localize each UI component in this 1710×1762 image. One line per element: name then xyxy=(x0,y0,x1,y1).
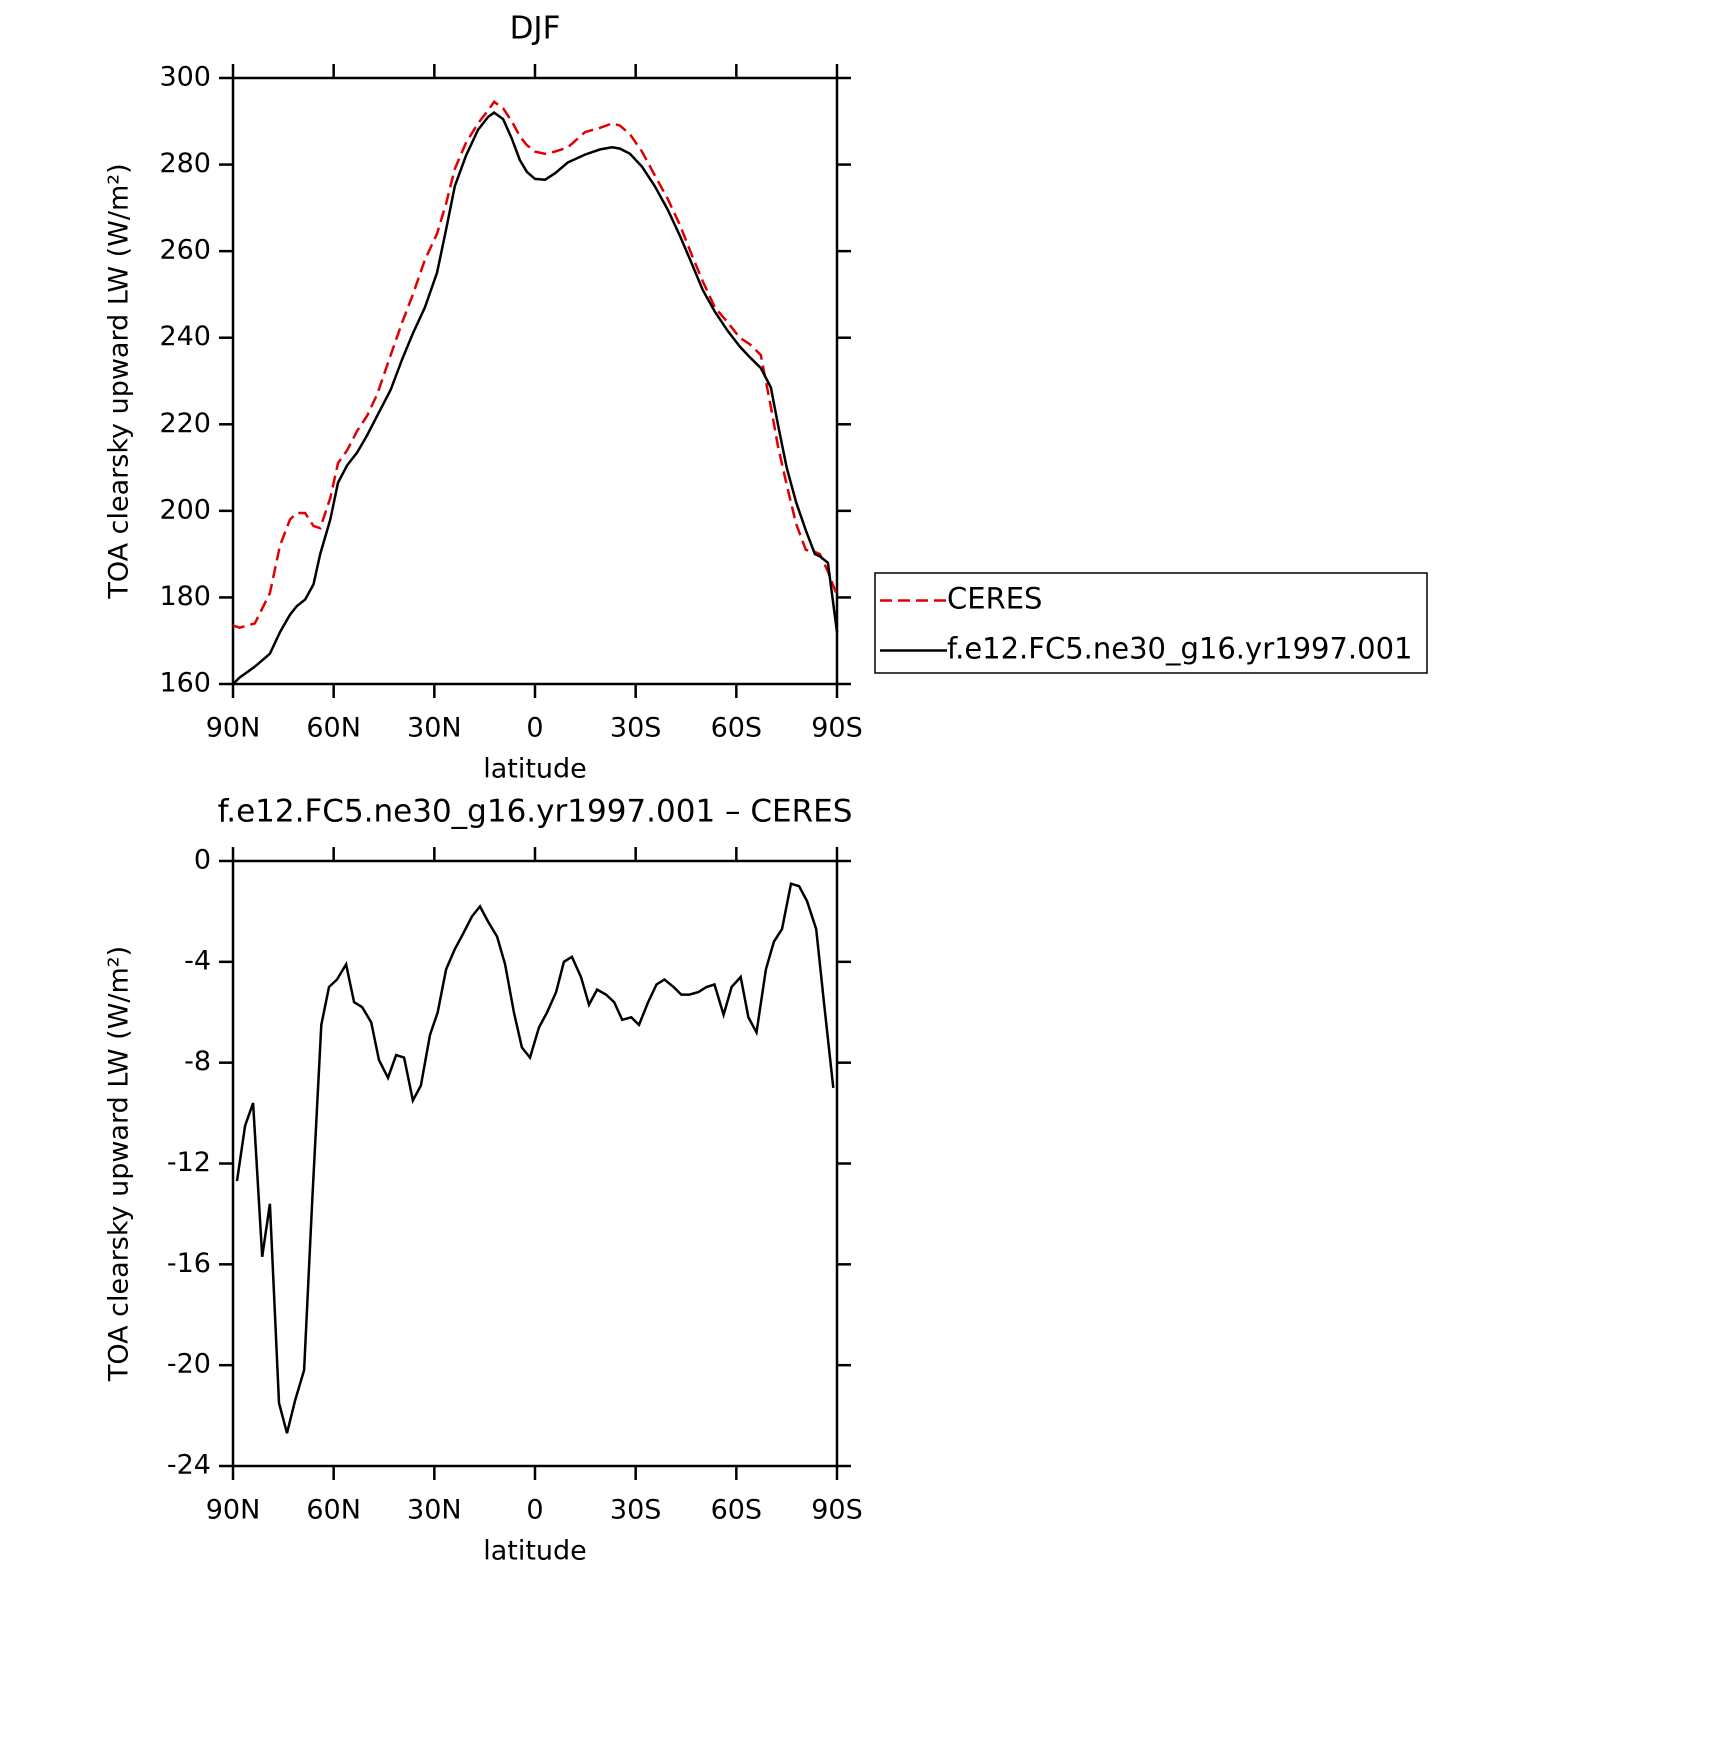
y-tick-label: 280 xyxy=(159,148,211,179)
x-tick-label: 30S xyxy=(610,713,662,744)
y-tick-label: 240 xyxy=(159,321,211,352)
x-tick-label: 30S xyxy=(610,1495,662,1526)
y-tick-label: 300 xyxy=(159,62,211,93)
y-tick-label: 220 xyxy=(159,408,211,439)
legend-label: CERES xyxy=(947,582,1042,616)
x-tick-label: 60S xyxy=(711,1495,763,1526)
y-tick-label: -4 xyxy=(184,945,211,976)
legend-label: f.e12.FC5.ne30_g16.yr1997.001 xyxy=(947,632,1413,666)
data-line xyxy=(232,111,839,685)
chart-title: f.e12.FC5.ne30_g16.yr1997.001 – CERES xyxy=(218,794,853,830)
y-tick-label: 160 xyxy=(159,668,211,699)
y-tick-label: -20 xyxy=(167,1349,211,1380)
y-tick-label: 180 xyxy=(159,581,211,612)
x-tick-label: 30N xyxy=(407,713,462,744)
y-tick-label: -24 xyxy=(167,1450,211,1481)
x-tick-label: 60S xyxy=(711,713,763,744)
x-axis-label: latitude xyxy=(483,1536,587,1567)
x-axis-label: latitude xyxy=(483,754,587,785)
x-tick-label: 30N xyxy=(407,1495,462,1526)
y-tick-label: 260 xyxy=(159,235,211,266)
x-tick-label: 60N xyxy=(306,1495,361,1526)
y-tick-label: -12 xyxy=(167,1147,211,1178)
x-tick-label: 0 xyxy=(526,1495,543,1526)
x-tick-label: 60N xyxy=(306,713,361,744)
y-axis-label: TOA clearsky upward LW (W/m²) xyxy=(104,163,135,599)
plot-frame xyxy=(231,76,839,686)
x-tick-label: 90S xyxy=(811,713,863,744)
data-line xyxy=(232,100,839,630)
y-tick-label: -16 xyxy=(167,1248,211,1279)
plot-frame xyxy=(231,859,839,1468)
y-tick-label: 0 xyxy=(194,845,211,876)
y-tick-label: -8 xyxy=(184,1046,211,1077)
y-axis-label: TOA clearsky upward LW (W/m²) xyxy=(104,946,135,1382)
y-tick-label: 200 xyxy=(159,494,211,525)
data-line xyxy=(235,882,835,1434)
x-tick-label: 90N xyxy=(206,1495,261,1526)
x-tick-label: 90S xyxy=(811,1495,863,1526)
x-tick-label: 90N xyxy=(206,713,261,744)
x-tick-label: 0 xyxy=(526,713,543,744)
chart-title: DJF xyxy=(510,11,561,47)
legend-box xyxy=(874,572,1428,674)
